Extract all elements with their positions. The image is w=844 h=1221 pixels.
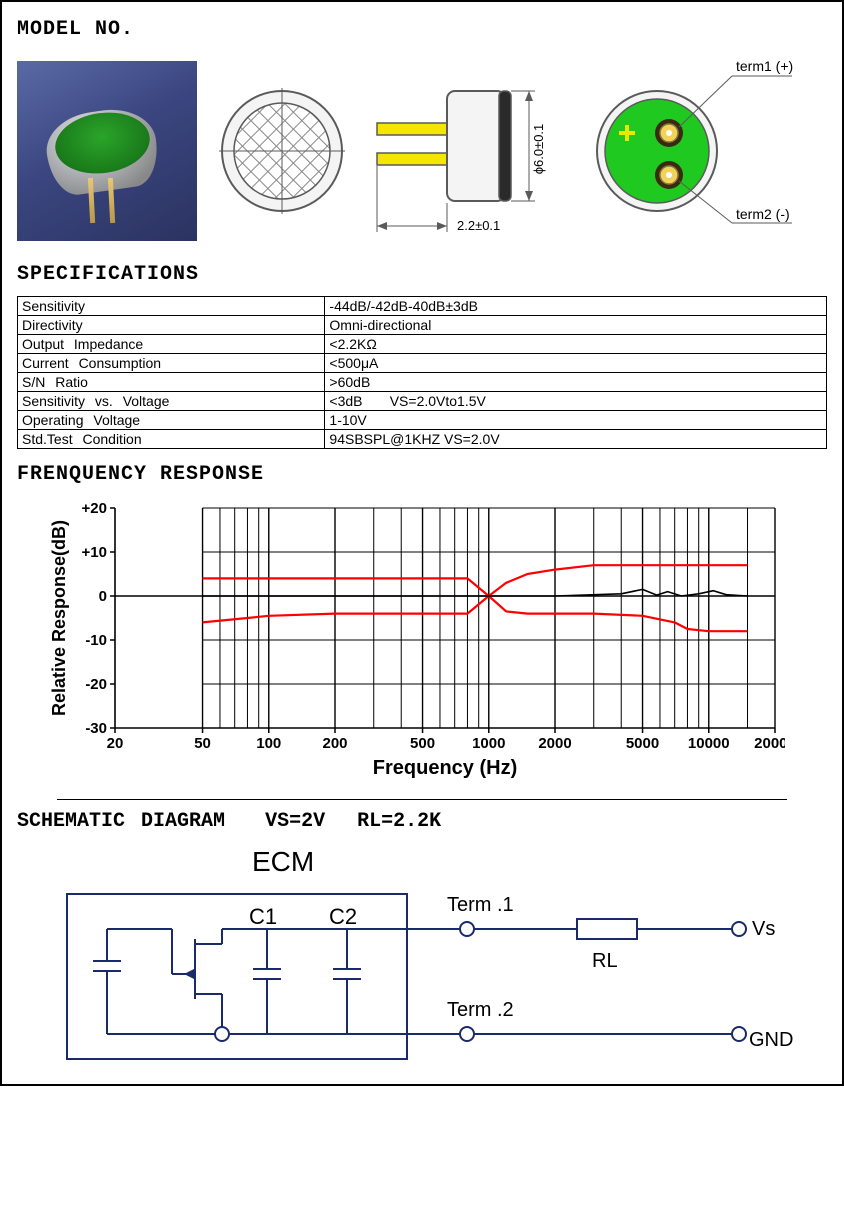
product-images-row: ϕ6.0±0.1 2.2±0.1 term1 (+) term2 (-) — [17, 51, 827, 251]
schematic-diagram: ECM C1 C2 Term .1 RL Vs Term .2 GND — [17, 839, 797, 1069]
svg-text:2.2±0.1: 2.2±0.1 — [457, 218, 500, 233]
spec-label: Output Impedance — [18, 335, 325, 354]
spec-value: <2.2KΩ — [325, 335, 827, 354]
product-photo — [17, 61, 197, 241]
svg-text:100: 100 — [256, 735, 281, 752]
svg-text:C2: C2 — [329, 904, 357, 929]
spec-label: Operating Voltage — [18, 411, 325, 430]
table-row: Output Impedance<2.2KΩ — [18, 335, 827, 354]
spec-label: Current Consumption — [18, 354, 325, 373]
svg-text:10000: 10000 — [688, 735, 730, 752]
spec-label: Directivity — [18, 316, 325, 335]
svg-text:-10: -10 — [85, 632, 107, 649]
svg-text:RL: RL — [592, 950, 618, 972]
spec-value: 94SBSPL@1KHZ VS=2.0V — [325, 430, 827, 449]
svg-text:-30: -30 — [85, 720, 107, 737]
svg-text:2000: 2000 — [538, 735, 571, 752]
spec-value: >60dB — [325, 373, 827, 392]
table-row: Current Consumption<500μA — [18, 354, 827, 373]
svg-text:ECM: ECM — [252, 846, 314, 877]
spec-value: -44dB/-42dB-40dB±3dB — [325, 297, 827, 316]
svg-text:C1: C1 — [249, 904, 277, 929]
svg-text:20000: 20000 — [754, 735, 785, 752]
svg-text:+10: +10 — [82, 544, 107, 561]
spec-label: Sensitivity vs. Voltage — [18, 392, 325, 411]
svg-text:500: 500 — [410, 735, 435, 752]
svg-text:50: 50 — [194, 735, 211, 752]
specifications-table: Sensitivity-44dB/-42dB-40dB±3dBDirectivi… — [17, 296, 827, 449]
svg-text:1000: 1000 — [472, 735, 505, 752]
table-row: Sensitivity vs. Voltage<3dB VS=2.0Vto1.5… — [18, 392, 827, 411]
svg-text:Term .1: Term .1 — [447, 894, 514, 916]
spec-value: Omni-directional — [325, 316, 827, 335]
svg-text:GND: GND — [749, 1029, 793, 1051]
frequency-response-title: FRENQUENCY RESPONSE — [17, 463, 827, 486]
svg-text:0: 0 — [99, 588, 107, 605]
table-row: S/N Ratio>60dB — [18, 373, 827, 392]
table-row: Sensitivity-44dB/-42dB-40dB±3dB — [18, 297, 827, 316]
model-no-title: MODEL NO. — [17, 18, 827, 41]
svg-text:5000: 5000 — [626, 735, 659, 752]
table-row: DirectivityOmni-directional — [18, 316, 827, 335]
svg-text:term1 (+): term1 (+) — [736, 58, 793, 74]
table-row: Operating Voltage1-10V — [18, 411, 827, 430]
spec-value: 1-10V — [325, 411, 827, 430]
table-row: Std.Test Condition94SBSPL@1KHZ VS=2.0V — [18, 430, 827, 449]
spec-label: Std.Test Condition — [18, 430, 325, 449]
svg-text:Frequency (Hz): Frequency (Hz) — [373, 757, 517, 779]
svg-text:+20: +20 — [82, 500, 107, 517]
frequency-response-chart: +20 +10 0 -10 -20 -3020 50 100 200 500 1000 2000 500… — [45, 496, 805, 791]
specifications-title: SPECIFICATIONS — [17, 263, 827, 286]
spec-label: S/N Ratio — [18, 373, 325, 392]
svg-text:200: 200 — [322, 735, 347, 752]
schematic-title: SCHEMATIC DIAGRAM VS=2V RL=2.2K — [17, 810, 827, 833]
drawing-side-view: ϕ6.0±0.1 2.2±0.1 — [367, 51, 567, 251]
spec-label: Sensitivity — [18, 297, 325, 316]
svg-text:-20: -20 — [85, 676, 107, 693]
svg-text:ϕ6.0±0.1: ϕ6.0±0.1 — [531, 124, 546, 175]
spec-value: <3dB VS=2.0Vto1.5V — [325, 392, 827, 411]
svg-text:Relative Response(dB): Relative Response(dB) — [49, 520, 69, 716]
svg-text:Vs: Vs — [752, 918, 775, 940]
svg-text:20: 20 — [107, 735, 124, 752]
svg-text:Term .2: Term .2 — [447, 999, 514, 1021]
svg-text:term2 (-): term2 (-) — [736, 206, 790, 222]
drawing-terminal-view: term1 (+) term2 (-) — [587, 51, 797, 251]
drawing-top-view — [217, 86, 347, 216]
spec-value: <500μA — [325, 354, 827, 373]
